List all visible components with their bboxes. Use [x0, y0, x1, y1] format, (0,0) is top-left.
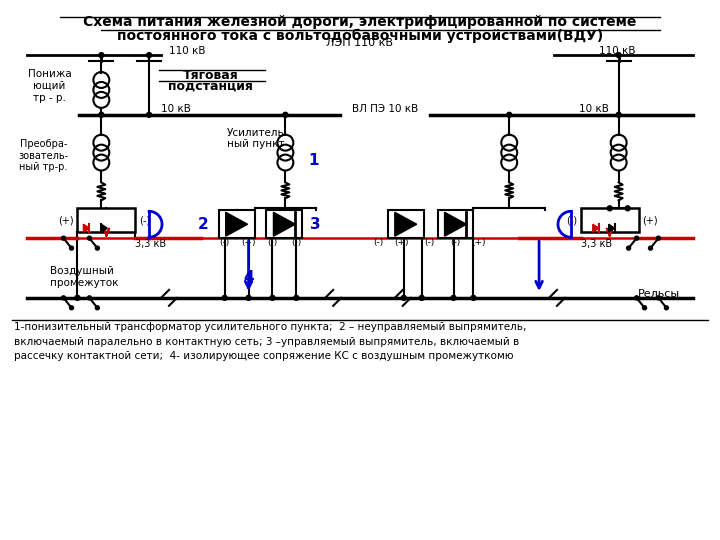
Circle shape [634, 296, 639, 300]
Text: (-): (-) [267, 238, 278, 247]
Text: 2: 2 [198, 217, 209, 232]
Text: Схема питания железной дороги, электрифицированной по системе: Схема питания железной дороги, электрифи… [84, 15, 636, 29]
Polygon shape [395, 212, 417, 236]
Circle shape [451, 295, 456, 300]
Circle shape [270, 295, 275, 300]
Circle shape [625, 206, 630, 211]
Circle shape [99, 52, 104, 58]
Text: Понижа
ющий
тр - р.: Понижа ющий тр - р. [28, 69, 71, 103]
Text: Преобра-
зователь-
ный тр-р.: Преобра- зователь- ный тр-р. [19, 139, 68, 172]
Circle shape [147, 52, 152, 58]
Text: (-): (-) [451, 238, 461, 247]
Text: 1-понизительный трансформатор усилительного пункта;  2 – неуправляемый выпрямите: 1-понизительный трансформатор усилительн… [14, 322, 526, 361]
Circle shape [607, 206, 612, 211]
Circle shape [70, 306, 73, 310]
Polygon shape [274, 212, 295, 236]
Text: подстанция: подстанция [168, 79, 253, 92]
Text: 10 кВ: 10 кВ [579, 104, 608, 114]
Circle shape [147, 112, 152, 117]
Polygon shape [225, 212, 248, 236]
Text: 3,3 кВ: 3,3 кВ [135, 239, 166, 249]
Circle shape [61, 236, 66, 240]
Circle shape [401, 295, 406, 300]
Circle shape [61, 296, 66, 300]
Circle shape [616, 112, 621, 117]
Text: ВЛ ПЭ 10 кВ: ВЛ ПЭ 10 кВ [352, 104, 418, 114]
Circle shape [657, 236, 660, 240]
Text: 4: 4 [243, 271, 254, 286]
Text: (+): (+) [241, 238, 256, 247]
Text: (+): (+) [58, 215, 73, 225]
Polygon shape [593, 224, 599, 232]
Text: 10 кВ: 10 кВ [161, 104, 191, 114]
Bar [581, 208, 639, 232]
Text: ЛЭП 110 кВ: ЛЭП 110 кВ [326, 38, 394, 48]
Circle shape [222, 295, 228, 300]
Bar [78, 208, 135, 232]
Circle shape [626, 246, 631, 250]
Circle shape [294, 295, 299, 300]
Circle shape [87, 296, 91, 300]
Bar [438, 210, 474, 238]
Circle shape [87, 236, 91, 240]
Text: Воздушный
промежуток: Воздушный промежуток [50, 266, 118, 288]
Circle shape [95, 306, 99, 310]
Text: Тяговая: Тяговая [183, 69, 238, 82]
Circle shape [419, 295, 424, 300]
Text: (-): (-) [425, 238, 435, 247]
Text: постоянного тока с вольтодобавочными устройствами(ВДУ): постоянного тока с вольтодобавочными уст… [117, 28, 603, 43]
Text: 3,3 кВ: 3,3 кВ [581, 239, 612, 249]
Bar [388, 210, 423, 238]
Circle shape [471, 295, 476, 300]
Text: 3: 3 [310, 217, 321, 232]
Circle shape [70, 246, 73, 250]
Text: (+): (+) [471, 238, 485, 247]
Polygon shape [608, 224, 615, 232]
Text: (+): (+) [395, 238, 409, 247]
Polygon shape [102, 224, 107, 232]
Circle shape [283, 112, 288, 117]
Circle shape [507, 112, 512, 117]
Circle shape [657, 296, 660, 300]
Text: (-): (-) [566, 215, 577, 225]
Circle shape [99, 112, 104, 117]
Circle shape [634, 236, 639, 240]
Text: 110 кВ: 110 кВ [599, 46, 635, 56]
Bar [219, 210, 255, 238]
Circle shape [616, 52, 621, 58]
Text: (-): (-) [373, 238, 383, 247]
Text: Усилитель
ный пункт: Усилитель ный пункт [227, 128, 284, 150]
Circle shape [95, 246, 99, 250]
Text: 1: 1 [308, 153, 319, 168]
Text: (+): (+) [642, 215, 658, 225]
Polygon shape [84, 224, 89, 232]
Text: (-): (-) [291, 238, 302, 247]
Text: (-): (-) [220, 238, 230, 247]
Circle shape [246, 295, 251, 300]
Circle shape [75, 295, 80, 300]
Text: Рельсы: Рельсы [638, 289, 680, 299]
Circle shape [665, 306, 668, 310]
Bar [266, 210, 302, 238]
Polygon shape [444, 212, 467, 236]
Circle shape [649, 246, 652, 250]
Text: (-): (-) [139, 215, 150, 225]
Circle shape [642, 306, 647, 310]
Text: 110 кВ: 110 кВ [169, 46, 205, 56]
